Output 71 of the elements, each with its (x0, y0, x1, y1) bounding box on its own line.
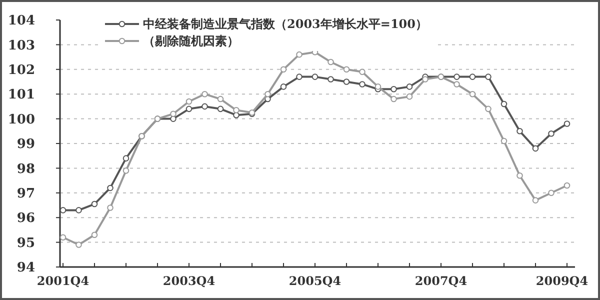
point (516, 128, 523, 134)
point (516, 172, 523, 179)
point (548, 190, 554, 196)
point (296, 74, 302, 80)
x-tick-label: 2005Q4 (288, 274, 342, 288)
y-tick-label: 101 (8, 88, 35, 103)
point (500, 100, 508, 108)
point (280, 66, 287, 73)
point (564, 182, 570, 189)
point (122, 155, 130, 162)
point (343, 78, 350, 85)
y-tick-label: 96 (16, 211, 35, 226)
y-tick-label: 104 (8, 14, 35, 29)
point (454, 81, 460, 88)
point (406, 84, 413, 90)
point (60, 234, 66, 240)
point (328, 76, 334, 82)
point (328, 58, 334, 66)
point (170, 110, 176, 117)
point (202, 90, 208, 98)
point (122, 168, 130, 174)
point (264, 90, 271, 98)
point (406, 93, 413, 100)
point (390, 96, 397, 102)
point (548, 130, 554, 137)
point (296, 51, 302, 58)
point (359, 68, 366, 76)
y-tick-label: 95 (16, 236, 35, 251)
y-tick-label: 100 (8, 112, 35, 128)
x-tick-label: 2003Q4 (162, 274, 216, 288)
legend-label: （剔除随机因素） (143, 34, 239, 48)
y-tick-label: 98 (16, 162, 35, 177)
y-tick-label: 99 (16, 137, 35, 152)
point (107, 204, 114, 211)
legend-label: 中经装备制造业景气指数（2003年增长水平=100） (143, 17, 428, 32)
point (280, 84, 287, 90)
x-tick-label: 2009Q4 (536, 274, 588, 288)
point (76, 207, 82, 214)
point (469, 90, 476, 98)
point (469, 74, 476, 80)
point (186, 98, 192, 105)
point (107, 184, 114, 192)
point (60, 207, 66, 214)
point (233, 107, 240, 114)
point (485, 74, 492, 80)
y-tick-label: 103 (8, 38, 35, 54)
point (186, 106, 192, 112)
point (233, 112, 240, 118)
point (454, 74, 460, 80)
point (390, 86, 397, 92)
point (532, 197, 539, 204)
point (91, 232, 98, 238)
point (91, 200, 98, 208)
x-tick-label: 2001Q4 (36, 274, 90, 288)
y-tick-label: 97 (16, 186, 35, 202)
point (532, 145, 539, 152)
point (564, 120, 570, 127)
point (217, 106, 224, 112)
point (343, 66, 350, 73)
point (76, 242, 82, 248)
point (312, 74, 318, 80)
point (485, 106, 492, 112)
point (422, 76, 428, 82)
point (359, 81, 366, 88)
y-tick-label: 102 (8, 62, 35, 78)
x-tick-label: 2007Q4 (414, 274, 468, 288)
point (500, 138, 508, 144)
point (217, 96, 224, 102)
point (202, 103, 208, 110)
point (374, 84, 382, 90)
y-tick-label: 94 (16, 260, 35, 276)
